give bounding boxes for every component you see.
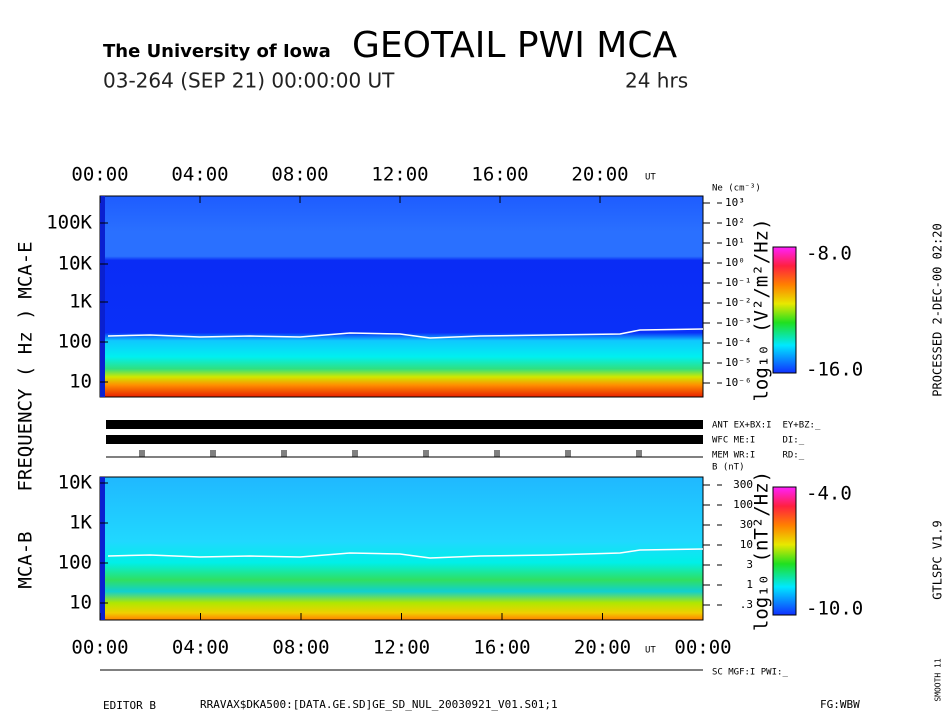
ne-label: 10⁰ (725, 256, 745, 269)
status-text: SC MGF:I PWI:_ (712, 668, 788, 678)
plot: The University of Iowa GEOTAIL PWI MCA 0… (15, 25, 945, 712)
time-label: 20:00 (571, 164, 628, 186)
ne-label: 10⁻¹ (725, 276, 752, 289)
ne-label: 10³ (725, 196, 745, 209)
mca-b-spectrogram (99, 476, 704, 621)
b-label: 100 (733, 498, 753, 511)
data-gap (100, 196, 105, 397)
time-label: 08:00 (271, 164, 328, 186)
ne-label: 10² (725, 216, 745, 229)
freq-label: 1K (69, 291, 92, 313)
time-label: 04:00 (172, 637, 229, 659)
axis-title: B (nT) (712, 463, 745, 473)
time-label: 00:00 (71, 164, 128, 186)
ne-label: 10⁻⁵ (725, 356, 752, 369)
data-gap (100, 477, 105, 620)
colorbar-label: log₁₀ (nT²/Hz) (751, 471, 773, 631)
mca-e-spectrogram (99, 195, 704, 398)
colorbar-min: -16.0 (806, 359, 863, 381)
colorbar-max: -4.0 (806, 483, 852, 505)
fg: FG:WBW (820, 698, 860, 711)
time-label: 04:00 (171, 164, 228, 186)
freq-label: 100 (58, 552, 92, 574)
ne-label: 10⁻² (725, 296, 752, 309)
time-label: 12:00 (371, 164, 428, 186)
freq-label: 100 (58, 331, 92, 353)
version: GTLSPC V1.9 (931, 520, 945, 599)
institution: The University of Iowa (103, 41, 331, 62)
b-label: 30 (740, 518, 753, 531)
freq-label: 1K (69, 512, 92, 534)
b-label: .3 (740, 598, 753, 611)
time-label: 00:00 (71, 637, 128, 659)
b-label: 3 (746, 558, 753, 571)
status-text: WFC ME:I DI:_ (712, 436, 805, 446)
time-label: 16:00 (471, 164, 528, 186)
time-label: 00:00 (674, 637, 731, 659)
time-label: 12:00 (373, 637, 430, 659)
axis-title: FREQUENCY ( Hz ) (15, 308, 37, 491)
plasma-line (107, 548, 704, 559)
time-unit: UT (645, 173, 656, 183)
colorbar (772, 486, 797, 616)
time-label: 20:00 (574, 637, 631, 659)
status-bar (106, 435, 703, 444)
ne-label: 10⁻⁴ (725, 336, 752, 349)
freq-label: 10 (69, 371, 92, 393)
status-bar (106, 420, 703, 429)
freq-label: 10K (58, 253, 93, 275)
colorbar-min: -10.0 (806, 598, 863, 620)
axis-title: Ne (cm⁻³) (712, 184, 761, 194)
panel-label: MCA-B (15, 531, 37, 588)
title: GEOTAIL PWI MCA (352, 25, 677, 66)
time-label: 08:00 (272, 637, 329, 659)
colorbar-max: -8.0 (806, 243, 852, 265)
span: 24 hrs (625, 69, 688, 93)
editor: EDITOR B (103, 699, 156, 712)
ne-label: 10⁻⁶ (725, 376, 752, 389)
smooth: SMOOTH 11 (934, 658, 943, 702)
plasma-line (107, 328, 704, 339)
status-text: ANT EX+BX:I EY+BZ:_ (712, 421, 821, 431)
b-label: 1 (746, 578, 753, 591)
ne-label: 10¹ (725, 236, 745, 249)
b-label: 10 (740, 538, 753, 551)
b-label: 300 (733, 478, 753, 491)
colorbar (772, 246, 797, 374)
panel-label: MCA-E (15, 241, 37, 298)
freq-label: 100K (46, 212, 92, 234)
filename: RRAVAX$DKA500:[DATA.GE.SD]GE_SD_NUL_2003… (200, 698, 558, 711)
ne-label: 10⁻³ (725, 316, 752, 329)
colorbar-label: log₁₀ (V²/m²/Hz) (751, 218, 773, 401)
freq-label: 10 (69, 592, 92, 614)
date: 03-264 (SEP 21) 00:00:00 UT (103, 69, 395, 93)
processed: PROCESSED 2-DEC-00 02:20 (931, 223, 945, 396)
freq-label: 10K (58, 472, 93, 494)
status-text: MEM WR:I RD:_ (712, 451, 805, 461)
time-unit: UT (645, 646, 656, 656)
time-label: 16:00 (473, 637, 530, 659)
